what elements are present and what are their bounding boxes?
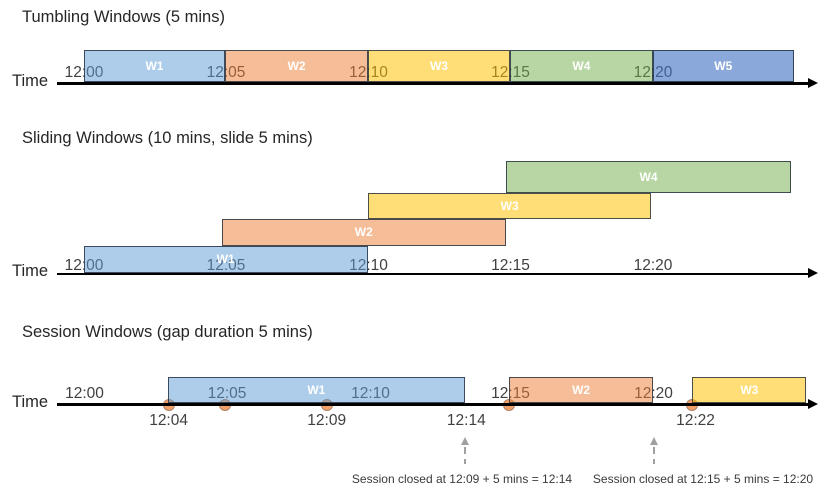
sliding-time-axis-label: Time — [12, 261, 49, 280]
tumbling-title: Tumbling Windows (5 mins) — [22, 7, 225, 26]
session-window-label-w2: W2 — [572, 382, 591, 397]
tumbling-window-label-w3: W3 — [429, 59, 448, 74]
session-time-axis-arrow-icon — [808, 399, 818, 410]
session-event-label-12:14: 12:14 — [446, 411, 486, 429]
tumbling-window-w4: W4 — [510, 49, 653, 83]
session-annotation-text: Session closed at 12:15 + 5 mins = 12:20 — [592, 471, 814, 486]
session-time-axis-label: Time — [12, 392, 49, 411]
session-annotation-arrow-dash — [652, 446, 655, 465]
tumbling-window-w1: W1 — [83, 49, 226, 83]
sliding-window-label-w4: W4 — [639, 169, 658, 184]
session-window-w3: W3 — [692, 376, 807, 404]
tumbling-time-axis-label: Time — [12, 71, 49, 90]
session-window-w2: W2 — [508, 376, 654, 404]
tumbling-window-label-w2: W2 — [287, 59, 306, 74]
session-tick-12:00: 12:00 — [65, 385, 104, 403]
tumbling-time-axis — [57, 82, 809, 85]
session-event-label-12:09: 12:09 — [307, 411, 347, 429]
sliding-window-label-w1: W1 — [216, 252, 235, 267]
session-annotation-text: Session closed at 12:09 + 5 mins = 12:14 — [351, 471, 573, 486]
tumbling-window-label-w5: W5 — [714, 59, 733, 74]
sliding-tick-12:20: 12:20 — [633, 257, 673, 275]
sliding-window-w1: W1 — [83, 246, 368, 273]
tumbling-window-w2: W2 — [225, 49, 368, 83]
sliding-window-label-w3: W3 — [500, 198, 519, 213]
session-window-w1: W1 — [168, 376, 465, 404]
sliding-title: Sliding Windows (10 mins, slide 5 mins) — [22, 128, 313, 147]
session-window-label-w1: W1 — [307, 382, 326, 397]
tumbling-window-label-w4: W4 — [572, 59, 591, 74]
sliding-time-axis — [57, 272, 809, 275]
sliding-time-axis-arrow-icon — [808, 268, 818, 279]
session-annotation-arrow-icon — [649, 437, 658, 446]
session-event-label-12:04: 12:04 — [149, 411, 188, 429]
sliding-window-w2: W2 — [221, 218, 506, 246]
session-annotation-arrow-dash — [464, 446, 467, 465]
sliding-window-label-w2: W2 — [354, 225, 373, 240]
tumbling-window-w5: W5 — [652, 49, 794, 83]
session-annotation-arrow-icon — [461, 437, 470, 446]
session-time-axis — [57, 403, 809, 406]
tumbling-time-axis-arrow-icon — [808, 78, 818, 89]
tumbling-window-label-w1: W1 — [145, 59, 164, 74]
session-window-label-w3: W3 — [740, 382, 759, 397]
session-event-label-12:22: 12:22 — [676, 411, 715, 429]
sliding-window-w4: W4 — [506, 161, 791, 193]
session-title: Session Windows (gap duration 5 mins) — [22, 323, 313, 342]
sliding-tick-12:15: 12:15 — [491, 257, 530, 275]
tumbling-window-w3: W3 — [367, 49, 511, 83]
sliding-window-w3: W3 — [367, 192, 652, 219]
